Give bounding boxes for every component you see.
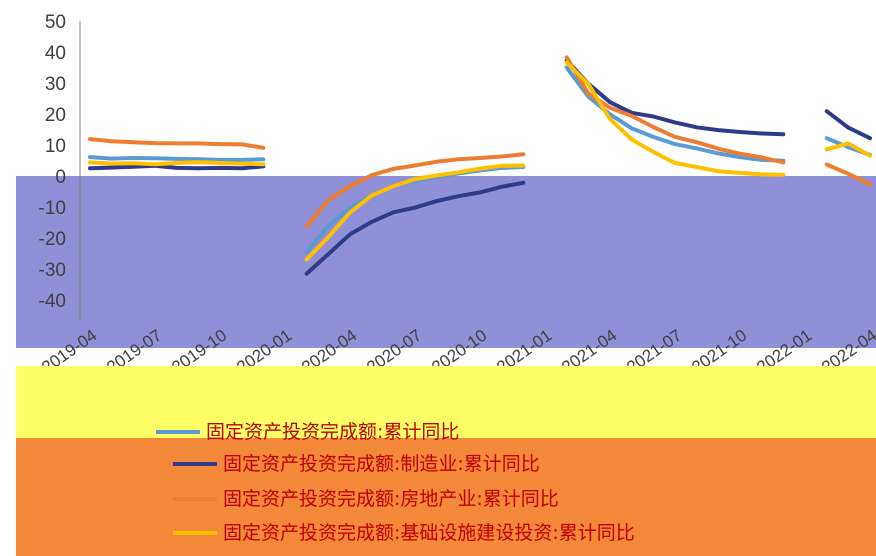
series-line — [304, 163, 526, 262]
series-line — [564, 60, 786, 177]
legend-band-orange — [16, 438, 876, 556]
legend-label: 固定资产投资完成额:累计同比 — [206, 421, 459, 443]
series-line — [824, 141, 872, 158]
plot-area — [16, 176, 876, 348]
y-tick-label: -30 — [39, 260, 66, 281]
plot-background — [16, 176, 876, 348]
y-tick-label: -10 — [39, 198, 66, 219]
y-tick-label: 30 — [45, 74, 66, 95]
series-lines — [88, 55, 872, 276]
series-line — [88, 155, 266, 162]
legend: 固定资产投资完成额:累计同比固定资产投资完成额:制造业:累计同比固定资产投资完成… — [16, 366, 876, 556]
y-tick-label: -20 — [39, 229, 66, 250]
series-line — [564, 55, 786, 165]
y-tick-label: 40 — [45, 43, 66, 64]
series-line — [824, 109, 872, 141]
y-tick-label: -40 — [39, 291, 66, 312]
series-2 — [88, 58, 872, 276]
y-tick-label: 20 — [45, 105, 66, 126]
y-tick-label: 0 — [55, 167, 66, 188]
series-line — [88, 160, 266, 167]
legend-band-yellow — [16, 366, 876, 438]
series-line — [564, 58, 786, 137]
series-4 — [88, 60, 872, 262]
series-line — [304, 180, 526, 276]
series-line — [304, 152, 526, 229]
series-line — [88, 137, 266, 150]
series-3 — [88, 55, 872, 229]
y-axis: 50 40 30 20 10 0 -10 -20 -30 -40 — [39, 12, 81, 320]
legend-label: 固定资产投资完成额:房地产业:累计同比 — [223, 488, 559, 510]
y-tick-label: 10 — [45, 136, 66, 157]
series-line — [88, 163, 266, 171]
legend-label: 固定资产投资完成额:基础设施建设投资:累计同比 — [223, 522, 635, 544]
series-line — [824, 162, 872, 187]
y-tick-label: 50 — [45, 12, 66, 33]
legend-label: 固定资产投资完成额:制造业:累计同比 — [223, 453, 540, 475]
series-line — [564, 65, 786, 163]
